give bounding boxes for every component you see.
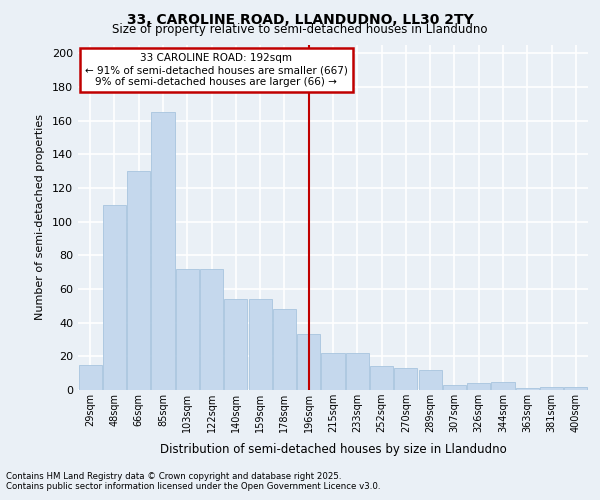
Bar: [565, 386, 587, 390]
Bar: [370, 366, 393, 390]
X-axis label: Distribution of semi-detached houses by size in Llandudno: Distribution of semi-detached houses by …: [160, 444, 506, 456]
Bar: [491, 382, 515, 390]
Text: 33, CAROLINE ROAD, LLANDUDNO, LL30 2TY: 33, CAROLINE ROAD, LLANDUDNO, LL30 2TY: [127, 12, 473, 26]
Bar: [297, 334, 320, 390]
Bar: [79, 365, 101, 390]
Bar: [419, 370, 442, 390]
Text: Contains public sector information licensed under the Open Government Licence v3: Contains public sector information licen…: [6, 482, 380, 491]
Bar: [176, 269, 199, 390]
Bar: [103, 205, 126, 390]
Bar: [467, 384, 490, 390]
Bar: [248, 299, 272, 390]
Bar: [127, 171, 150, 390]
Bar: [346, 353, 369, 390]
Bar: [151, 112, 175, 390]
Bar: [443, 385, 466, 390]
Bar: [540, 386, 563, 390]
Bar: [394, 368, 418, 390]
Bar: [273, 309, 296, 390]
Text: Size of property relative to semi-detached houses in Llandudno: Size of property relative to semi-detach…: [112, 22, 488, 36]
Bar: [200, 269, 223, 390]
Text: 33 CAROLINE ROAD: 192sqm
← 91% of semi-detached houses are smaller (667)
9% of s: 33 CAROLINE ROAD: 192sqm ← 91% of semi-d…: [85, 54, 348, 86]
Text: Contains HM Land Registry data © Crown copyright and database right 2025.: Contains HM Land Registry data © Crown c…: [6, 472, 341, 481]
Bar: [516, 388, 539, 390]
Y-axis label: Number of semi-detached properties: Number of semi-detached properties: [35, 114, 45, 320]
Bar: [322, 353, 344, 390]
Bar: [224, 299, 247, 390]
